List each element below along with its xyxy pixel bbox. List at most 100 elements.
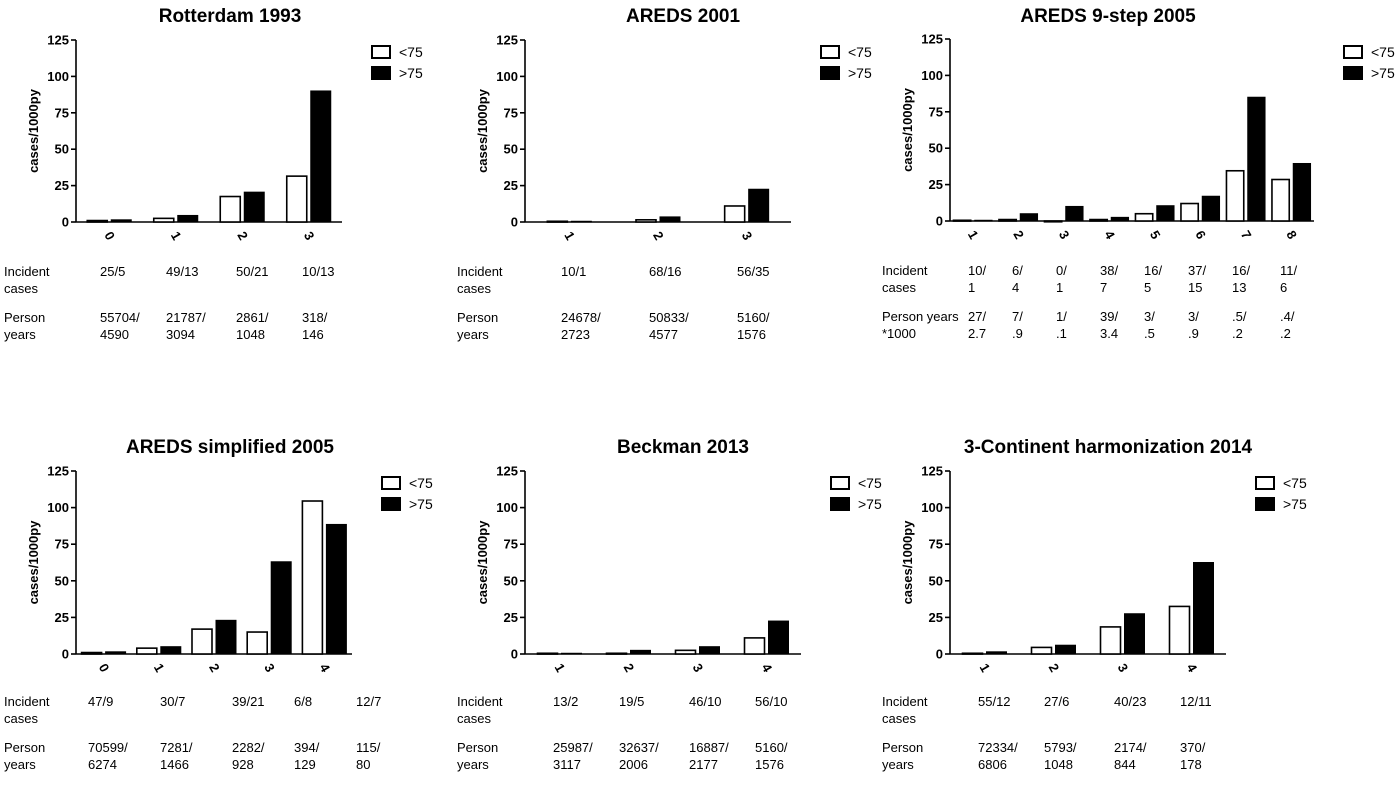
y-tick-label: 25: [929, 177, 943, 192]
bar-over-75: [974, 219, 993, 222]
x-tick-label: 6: [1192, 228, 1209, 242]
table-cell: 25/5: [100, 264, 126, 279]
table-cell: 3/ .5: [1144, 309, 1155, 341]
bar-under-75: [546, 220, 569, 223]
table-cell: 3/ .9: [1188, 309, 1199, 341]
bar-over-75: [1193, 562, 1214, 655]
x-tick-label: 5: [1147, 228, 1164, 242]
legend-swatch-under-75: [1255, 476, 1275, 490]
table-cell: 6/ 4: [1012, 263, 1023, 295]
row-label: Incident cases: [457, 264, 503, 296]
y-tick-label: 25: [55, 178, 69, 193]
legend-swatch-under-75: [381, 476, 401, 490]
bar-over-75: [630, 649, 651, 655]
bar-over-75: [215, 619, 237, 655]
x-tick-label: 1: [965, 228, 982, 242]
y-tick-label: 125: [47, 33, 69, 48]
table-cell: 55/12: [978, 694, 1011, 709]
legend-label: <75: [848, 44, 872, 60]
legend-swatch-under-75: [371, 45, 391, 59]
bar-over-75: [699, 646, 720, 655]
legend-label: <75: [409, 475, 433, 491]
row-label: Person years *1000: [882, 309, 959, 341]
table-cell: 2861/ 1048: [236, 310, 269, 342]
table-cell: 10/13: [302, 264, 335, 279]
row-label: Incident cases: [882, 694, 928, 726]
legend-swatch-over-75: [830, 497, 850, 511]
chart-title: 3-Continent harmonization 2014: [963, 437, 1253, 458]
x-tick-label: 2: [1046, 661, 1063, 675]
chart-title: AREDS 2001: [625, 6, 741, 27]
y-tick-label: 100: [47, 69, 69, 84]
table-cell: 370/ 178: [1180, 740, 1206, 772]
x-tick-label: 1: [168, 229, 185, 243]
table-cell: 7/ .9: [1012, 309, 1023, 341]
bar-under-75: [152, 217, 175, 223]
y-tick-label: 125: [47, 464, 69, 479]
y-axis-label: cases/1000py: [900, 87, 915, 172]
x-tick-label: 1: [977, 661, 994, 675]
table-cell: 56/10: [755, 694, 788, 709]
x-tick-label: 3: [690, 661, 707, 675]
bar-over-75: [1065, 205, 1084, 222]
legend-swatch-over-75: [371, 66, 391, 80]
bar-over-75: [1110, 216, 1130, 222]
table-cell: 40/23: [1114, 694, 1147, 709]
table-cell: 6/8: [294, 694, 313, 709]
bar-under-75: [191, 628, 213, 655]
x-tick-label: 4: [317, 661, 334, 675]
x-tick-label: 2: [206, 661, 223, 675]
bar-under-75: [285, 175, 308, 223]
chart-title: AREDS 9-step 2005: [1020, 6, 1196, 27]
legend-swatch-under-75: [1343, 45, 1363, 59]
y-tick-label: 50: [55, 142, 69, 157]
table-cell: 19/5: [619, 694, 645, 709]
x-tick-label: 1: [561, 229, 578, 243]
table-cell: 16887/ 2177: [689, 740, 729, 772]
x-tick-label: 3: [301, 229, 318, 243]
bar-over-75: [1201, 195, 1221, 222]
table-cell: 24678/ 2723: [561, 310, 601, 342]
table-cell: 55704/ 4590: [100, 310, 140, 342]
table-cell: 46/10: [689, 694, 722, 709]
chart-title: Rotterdam 1993: [158, 6, 302, 27]
y-tick-label: 25: [504, 178, 518, 193]
bar-under-75: [674, 649, 697, 655]
bar-chart: 0 25 50 75 100 125 cases/1000py 1 2 3 4 <75 >75: [475, 464, 882, 676]
bar-chart: 0 25 50 75 100 125 cases/1000py 1 2 3 4 <75 >75: [900, 464, 1307, 676]
row-label: Incident cases: [457, 694, 503, 726]
row-label: Person years: [457, 310, 499, 342]
y-tick-label: 50: [929, 141, 943, 156]
legend-label: >75: [409, 496, 433, 512]
x-tick-label: 4: [1184, 661, 1201, 675]
y-tick-label: 50: [929, 573, 943, 588]
chart-panel: 3-Continent harmonization 2014 0 25 50 75 100…: [878, 431, 1338, 811]
y-tick-label: 100: [921, 500, 943, 515]
y-axis-label: cases/1000py: [475, 520, 490, 605]
y-tick-label: 0: [62, 215, 69, 230]
table-cell: 56/35: [737, 264, 770, 279]
y-tick-label: 75: [929, 104, 943, 119]
bar-over-75: [1292, 162, 1312, 222]
table-cell: 27/ 2.7: [968, 309, 987, 341]
bar-over-75: [659, 216, 681, 223]
legend-swatch-over-75: [820, 66, 840, 80]
bar-under-75: [743, 637, 766, 655]
legend-swatch-under-75: [820, 45, 840, 59]
table-cell: 39/21: [232, 694, 265, 709]
row-label: Person years: [457, 740, 499, 772]
y-axis-label: cases/1000py: [900, 520, 915, 605]
bar-chart: 0 25 50 75 100 125 cases/1000py 0 1 2 3 <75 >75: [26, 33, 423, 243]
table-cell: 39/ 3.4: [1100, 309, 1119, 341]
y-tick-label: 75: [504, 105, 518, 120]
bar-over-75: [1156, 205, 1175, 222]
bar-under-75: [219, 195, 242, 223]
x-tick-label: 3: [261, 661, 278, 675]
y-tick-label: 75: [55, 105, 69, 120]
bar-chart: 0 25 50 75 100 125 cases/1000py 0 1 2 3 4 <75 >75: [26, 464, 433, 676]
x-tick-label: 4: [759, 661, 776, 675]
legend-label: <75: [399, 44, 423, 60]
x-tick-label: 3: [1056, 228, 1073, 242]
table-cell: 12/7: [356, 694, 382, 709]
bar-under-75: [952, 219, 972, 222]
